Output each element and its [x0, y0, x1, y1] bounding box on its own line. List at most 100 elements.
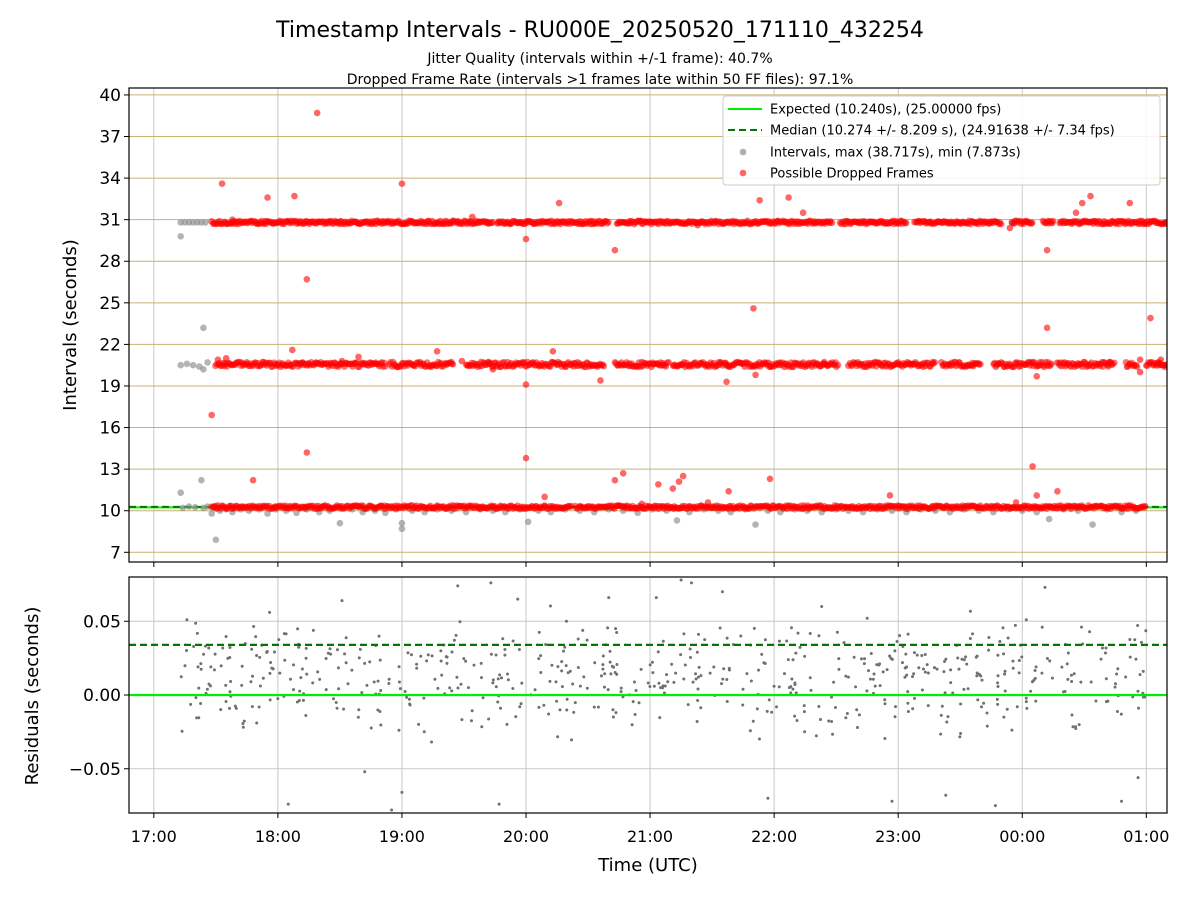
y-tick-label: 10: [99, 502, 121, 522]
residual-point: [1024, 700, 1028, 704]
residual-point: [939, 732, 943, 736]
residual-point: [1025, 706, 1029, 710]
residual-point: [613, 670, 617, 674]
residual-point: [1116, 667, 1120, 671]
residual-point: [878, 684, 882, 688]
residual-point: [890, 657, 894, 661]
residual-point: [1066, 651, 1070, 655]
residual-point: [1065, 662, 1069, 666]
residual-point: [397, 665, 401, 669]
residual-point: [298, 689, 302, 693]
residual-point: [1070, 713, 1074, 717]
residual-point: [615, 630, 619, 634]
residual-point: [689, 656, 693, 660]
residual-point: [855, 725, 859, 729]
residual-point: [956, 656, 960, 660]
residual-point: [607, 596, 611, 600]
residual-point: [830, 719, 834, 723]
residual-point: [268, 671, 272, 675]
residual-point: [871, 677, 875, 681]
intervals-plot: 7 10 13 16 19 22 25 28 31 34 37 40 Intervals (secon…: [60, 86, 1168, 567]
residual-point: [777, 639, 781, 643]
residual-point: [835, 630, 839, 634]
residual-point: [195, 716, 199, 720]
residual-point: [491, 678, 495, 682]
residual-point: [996, 681, 1000, 685]
residual-point: [539, 670, 543, 674]
residual-point: [980, 705, 984, 709]
residual-point: [968, 609, 972, 613]
dropped-frame-point: [1136, 368, 1144, 376]
residual-point: [872, 672, 876, 676]
residual-point: [1088, 630, 1092, 634]
dropped-frame-point: [289, 346, 296, 354]
residual-point: [261, 676, 265, 680]
residual-point: [276, 697, 280, 701]
residual-point: [614, 711, 618, 715]
residual-point: [1003, 689, 1007, 693]
residual-point: [1115, 672, 1119, 676]
residuals-reference-lines: [129, 643, 1167, 697]
dropped-frame-point: [1142, 503, 1149, 510]
residual-point: [814, 734, 818, 738]
residual-point: [556, 665, 560, 669]
residual-point: [369, 726, 373, 730]
dropped-frame-points: [208, 109, 1167, 513]
residual-point: [430, 740, 434, 744]
residual-point: [1020, 655, 1024, 659]
residual-point: [1124, 675, 1128, 679]
residual-point: [372, 680, 376, 684]
residual-point: [925, 663, 929, 667]
residual-point: [324, 688, 328, 692]
residual-point: [904, 652, 908, 656]
residual-point: [915, 653, 919, 657]
residual-point: [658, 716, 662, 720]
residual-point: [949, 668, 953, 672]
residual-point: [786, 658, 790, 662]
dropped-frame-point: [303, 275, 311, 283]
dropped-frame-point: [611, 246, 619, 254]
residual-point: [603, 672, 607, 676]
residual-point: [650, 660, 654, 664]
residual-point: [796, 631, 800, 635]
residual-point: [932, 666, 936, 670]
dropped-frame-point: [1072, 209, 1080, 217]
residual-point: [939, 713, 943, 717]
interval-point: [264, 510, 271, 517]
residual-point: [378, 710, 382, 714]
residual-point: [1040, 625, 1044, 629]
residual-point: [350, 668, 354, 672]
residual-point: [390, 808, 394, 812]
residual-point: [1045, 656, 1049, 660]
residual-point: [252, 624, 256, 628]
interval-point: [212, 536, 220, 544]
residual-point: [398, 687, 402, 691]
residual-point: [240, 664, 244, 668]
residual-point: [219, 664, 223, 668]
residual-point: [721, 677, 725, 681]
residual-point: [265, 650, 269, 654]
residual-point: [975, 671, 979, 675]
residual-point: [233, 704, 237, 708]
residual-point: [697, 632, 701, 636]
dropped-frame-point: [828, 219, 836, 227]
residual-point: [748, 729, 752, 733]
residual-point: [430, 654, 434, 658]
dropped-frame-point: [1029, 463, 1036, 470]
residual-point: [219, 708, 223, 712]
residual-point: [335, 706, 339, 710]
residual-point: [722, 667, 726, 671]
residual-point: [555, 699, 559, 703]
residual-point: [767, 698, 771, 702]
x-tick-label: 17:00: [131, 827, 177, 846]
residual-point: [387, 681, 391, 685]
residual-point: [357, 656, 361, 660]
residual-point: [610, 664, 614, 668]
residual-point: [400, 790, 404, 794]
residual-point: [425, 659, 429, 663]
dropped-frame-point: [355, 353, 362, 361]
residual-point: [558, 708, 562, 712]
residual-point: [725, 636, 729, 640]
residual-point: [289, 677, 293, 681]
residual-point: [1029, 689, 1033, 693]
